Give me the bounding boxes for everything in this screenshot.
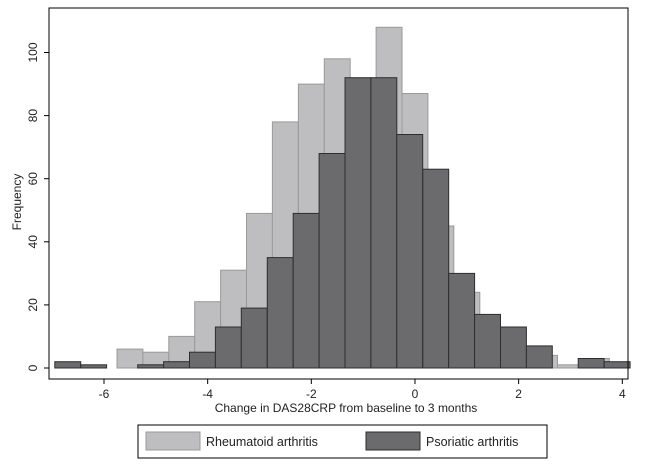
psa-bar [189, 351, 216, 369]
psa-bar [396, 134, 424, 369]
psa-bar [370, 77, 398, 369]
psa-bar [137, 364, 165, 369]
y-tick-label: 0 [26, 364, 40, 371]
y-axis-label: Frequency [10, 174, 24, 231]
psa-bar [500, 326, 527, 369]
legend: Rheumatoid arthritis Psoriatic arthritis [137, 424, 548, 459]
bars-layer [54, 26, 631, 369]
psa-bar [80, 364, 108, 369]
psa-bar [292, 212, 320, 369]
y-tick-label: 20 [26, 298, 40, 312]
psa-bar [344, 77, 372, 369]
psa-bar [525, 345, 553, 369]
legend-item-ra-label: Rheumatoid arthritis [206, 435, 318, 449]
y-tick-label: 100 [26, 42, 40, 62]
legend-item-ra-swatch [145, 431, 201, 451]
x-tick-label: 4 [619, 387, 626, 401]
psa-bar [474, 313, 502, 369]
psa-bar [577, 358, 605, 369]
x-tick-label: 0 [412, 387, 419, 401]
psa-bar [163, 361, 191, 369]
y-tick-label: 40 [26, 235, 40, 249]
psa-bar [448, 272, 476, 369]
y-tick-label: 80 [26, 109, 40, 123]
x-axis-label: Change in DAS28CRP from baseline to 3 mo… [215, 401, 478, 415]
x-tick-label: -2 [306, 387, 317, 401]
psa-bar [214, 326, 242, 369]
axes-layer: 0 20 40 60 80 100 -6 -4 -2 0 2 4 [26, 7, 629, 401]
plot-frame [48, 7, 629, 380]
psa-bar [422, 168, 450, 369]
y-tick-label: 60 [26, 172, 40, 186]
psa-bar [240, 307, 268, 369]
legend-item-psa-label: Psoriatic arthritis [426, 435, 518, 449]
x-tick-label: -4 [202, 387, 213, 401]
x-tick-label: 2 [515, 387, 522, 401]
x-tick-label: -6 [99, 387, 110, 401]
legend-box [137, 424, 548, 459]
psa-bar [54, 361, 82, 369]
legend-item-psa-swatch [365, 431, 421, 451]
psa-bar [603, 361, 631, 369]
psa-bar [266, 257, 294, 369]
psa-bar [318, 153, 346, 369]
